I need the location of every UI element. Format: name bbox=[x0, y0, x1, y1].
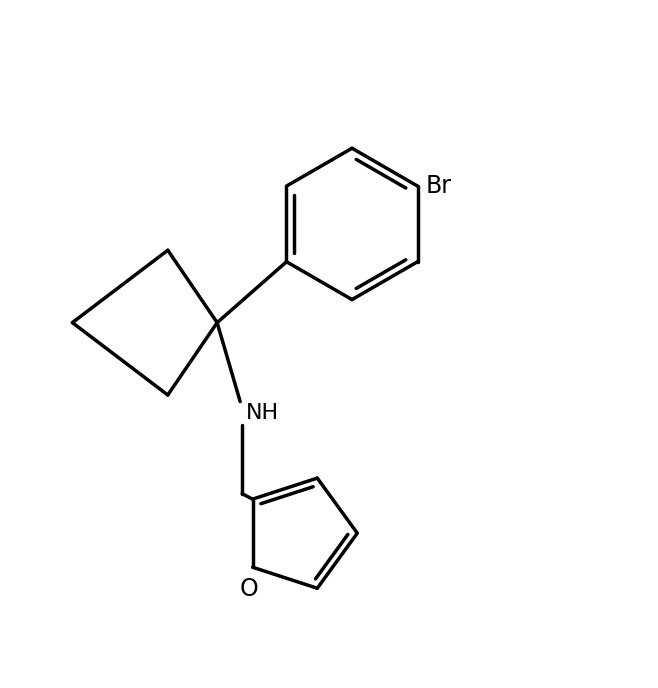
Text: NH: NH bbox=[245, 403, 278, 423]
Text: O: O bbox=[240, 577, 259, 601]
Text: Br: Br bbox=[426, 174, 452, 198]
